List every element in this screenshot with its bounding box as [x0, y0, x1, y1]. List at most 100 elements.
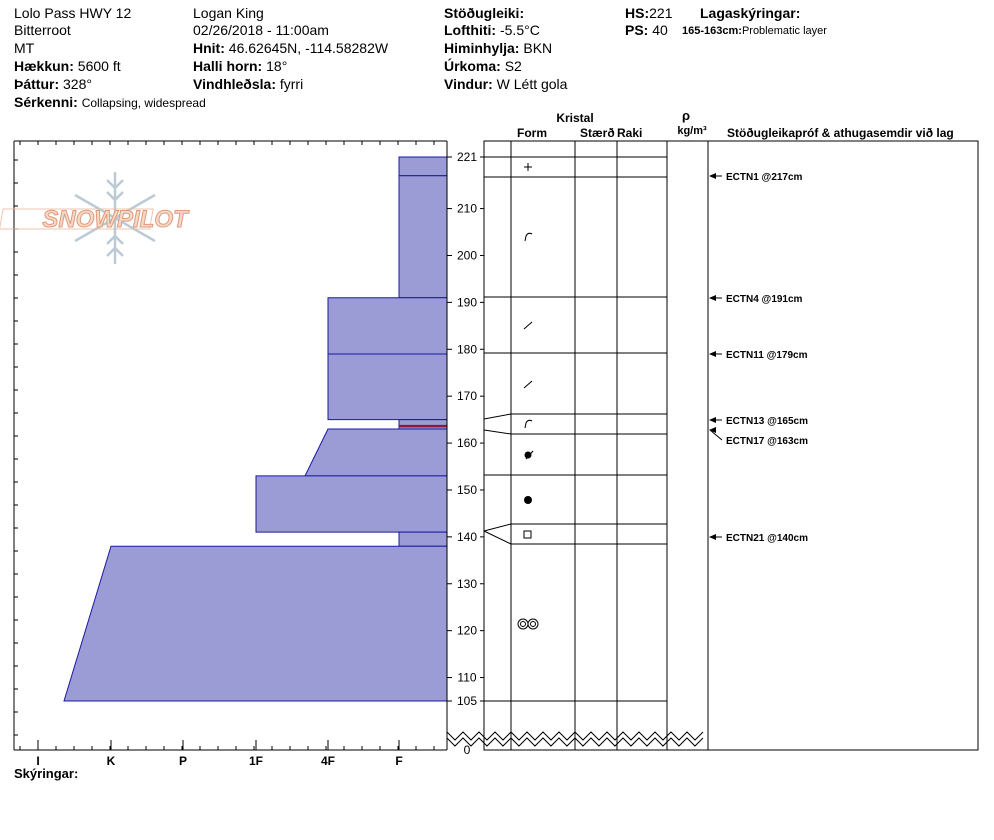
features-label: Sérkenni: — [14, 94, 78, 110]
slope-value: 18° — [266, 58, 288, 74]
coords-value: 46.62645N, -114.58282W — [228, 40, 389, 56]
square-icon — [523, 530, 532, 539]
aspect: Þáttur: 328° — [14, 75, 92, 93]
test-arrow-icon — [709, 295, 716, 301]
logo-banner — [0, 208, 154, 230]
hardness-layer-3 — [327, 353, 448, 421]
col-tests: Stöðugleikapróf & athugasemdir við lag — [727, 126, 954, 140]
melt-icon-a — [517, 618, 529, 630]
coords-label: Hnit: — [193, 40, 225, 56]
dot-icon — [524, 451, 532, 459]
depth-label-170: 170 — [457, 389, 477, 403]
notes-label: Skýringar: — [14, 766, 78, 781]
test-label: ECTN13 @165cm — [726, 416, 808, 427]
ps-label: PS: — [625, 22, 649, 38]
col-rho: ρ — [682, 108, 690, 123]
decomposing-icon — [524, 419, 533, 429]
wind-value: W Létt gola — [496, 76, 568, 92]
col-moisture: Raki — [617, 126, 642, 140]
hardness-layer-1 — [398, 175, 448, 299]
sky-label: Himinhylja: — [444, 40, 520, 56]
hardness-layer-0 — [398, 156, 448, 177]
test-label: ECTN1 @217cm — [726, 172, 803, 183]
depth-label-105: 105 — [457, 694, 477, 708]
layer-note: 165-163cm:Problematic layer — [682, 22, 827, 40]
test-arrow-icon — [709, 351, 716, 357]
hardness-label-1F: 1F — [249, 754, 263, 768]
sky-cover: Himinhylja: BKN — [444, 39, 552, 57]
snowflake-icon — [74, 172, 156, 264]
grain-symbol-melt-forms — [517, 618, 539, 630]
depth-label-160: 160 — [457, 436, 477, 450]
depth-label-210: 210 — [457, 202, 477, 216]
grain-symbols — [517, 163, 539, 630]
wind-loading-value: fyrri — [279, 76, 304, 92]
hs-label: HS: — [625, 5, 650, 21]
slash-icon — [523, 321, 533, 330]
depth-label-0: 0 — [464, 743, 471, 757]
features: Sérkenni: Collapsing, widespread — [14, 93, 206, 112]
wind-loading: Vindhleðsla: fyrri — [193, 75, 303, 93]
test-label: ECTN11 @179cm — [726, 350, 808, 361]
grain-symbol-slash — [523, 321, 533, 330]
datetime: 02/26/2018 - 11:00am — [193, 22, 329, 38]
elevation: Hækkun: 5600 ft — [14, 57, 121, 75]
grain-symbol-precip-particles-decomposing — [524, 419, 533, 429]
grain-symbol-rounded-faceted — [524, 450, 534, 460]
layer-note-text: Problematic layer — [741, 25, 827, 37]
depth-label-140: 140 — [457, 530, 477, 544]
col-crystal: Kristal — [556, 111, 593, 125]
hardness-layers — [63, 156, 448, 702]
snowpilot-logo — [74, 172, 156, 264]
melt-icon-b — [527, 618, 539, 630]
sky-value: BKN — [523, 40, 553, 56]
hardness-layer-8 — [63, 545, 448, 702]
depth-label-190: 190 — [457, 295, 477, 309]
depth-label-120: 120 — [457, 624, 477, 638]
profile-table-frame — [483, 140, 979, 751]
depth-connector-165 — [483, 413, 512, 420]
grain-symbol-rounded — [524, 496, 532, 504]
hardness-label-I: I — [36, 754, 39, 768]
coordinates: Hnit: 46.62645N, -114.58282W — [193, 39, 388, 57]
depth-label-130: 130 — [457, 577, 477, 591]
axis-break-upper — [446, 731, 704, 741]
hardness-layer-7 — [398, 531, 448, 547]
aspect-value: 328° — [63, 76, 92, 92]
decomposing-icon — [524, 232, 533, 242]
elevation-value: 5600 ft — [77, 58, 121, 74]
col-density-unit: kg/m³ — [677, 125, 707, 137]
ps-value: 40 — [652, 22, 668, 38]
precipitation: Úrkoma: S2 — [444, 57, 522, 75]
test-label: ECTN21 @140cm — [726, 533, 808, 544]
test-label: ECTN4 @191cm — [726, 294, 803, 305]
col-form: Form — [517, 126, 547, 140]
depth-label-221: 221 — [457, 150, 477, 164]
col-size: Stærð — [580, 126, 615, 140]
hardness-layer-2 — [327, 297, 448, 355]
depth-connector-141 — [483, 523, 512, 532]
stability: Stöðugleiki: — [444, 4, 524, 22]
test-label: ECTN17 @163cm — [726, 436, 808, 447]
elevation-label: Hækkun: — [14, 58, 74, 74]
melt-icon-b-inner — [530, 621, 536, 627]
precip-label: Úrkoma: — [444, 58, 501, 74]
hardness-layer-5 — [304, 428, 448, 477]
dot-slash-icon — [525, 450, 534, 460]
air-temp-label: Lofthiti: — [444, 22, 497, 38]
hardness-layer-4 — [398, 419, 448, 430]
slope-label: Halli horn: — [193, 58, 263, 74]
hardness-label-P: P — [179, 754, 187, 768]
precip-value: S2 — [504, 58, 522, 74]
total-snow-depth: HS:221 — [625, 4, 672, 22]
test-arrow-icon — [709, 534, 716, 540]
slope-angle: Halli horn: 18° — [193, 57, 287, 75]
wind-loading-label: Vindhleðsla: — [193, 76, 276, 92]
test-arrow-icon — [709, 427, 716, 433]
hardness-label-K: K — [107, 754, 116, 768]
depth-connector-138 — [483, 530, 512, 545]
grain-symbol-+ — [524, 163, 532, 171]
hardness-layer-6 — [255, 475, 448, 533]
location-name: Lolo Pass HWY 12 — [14, 5, 132, 21]
